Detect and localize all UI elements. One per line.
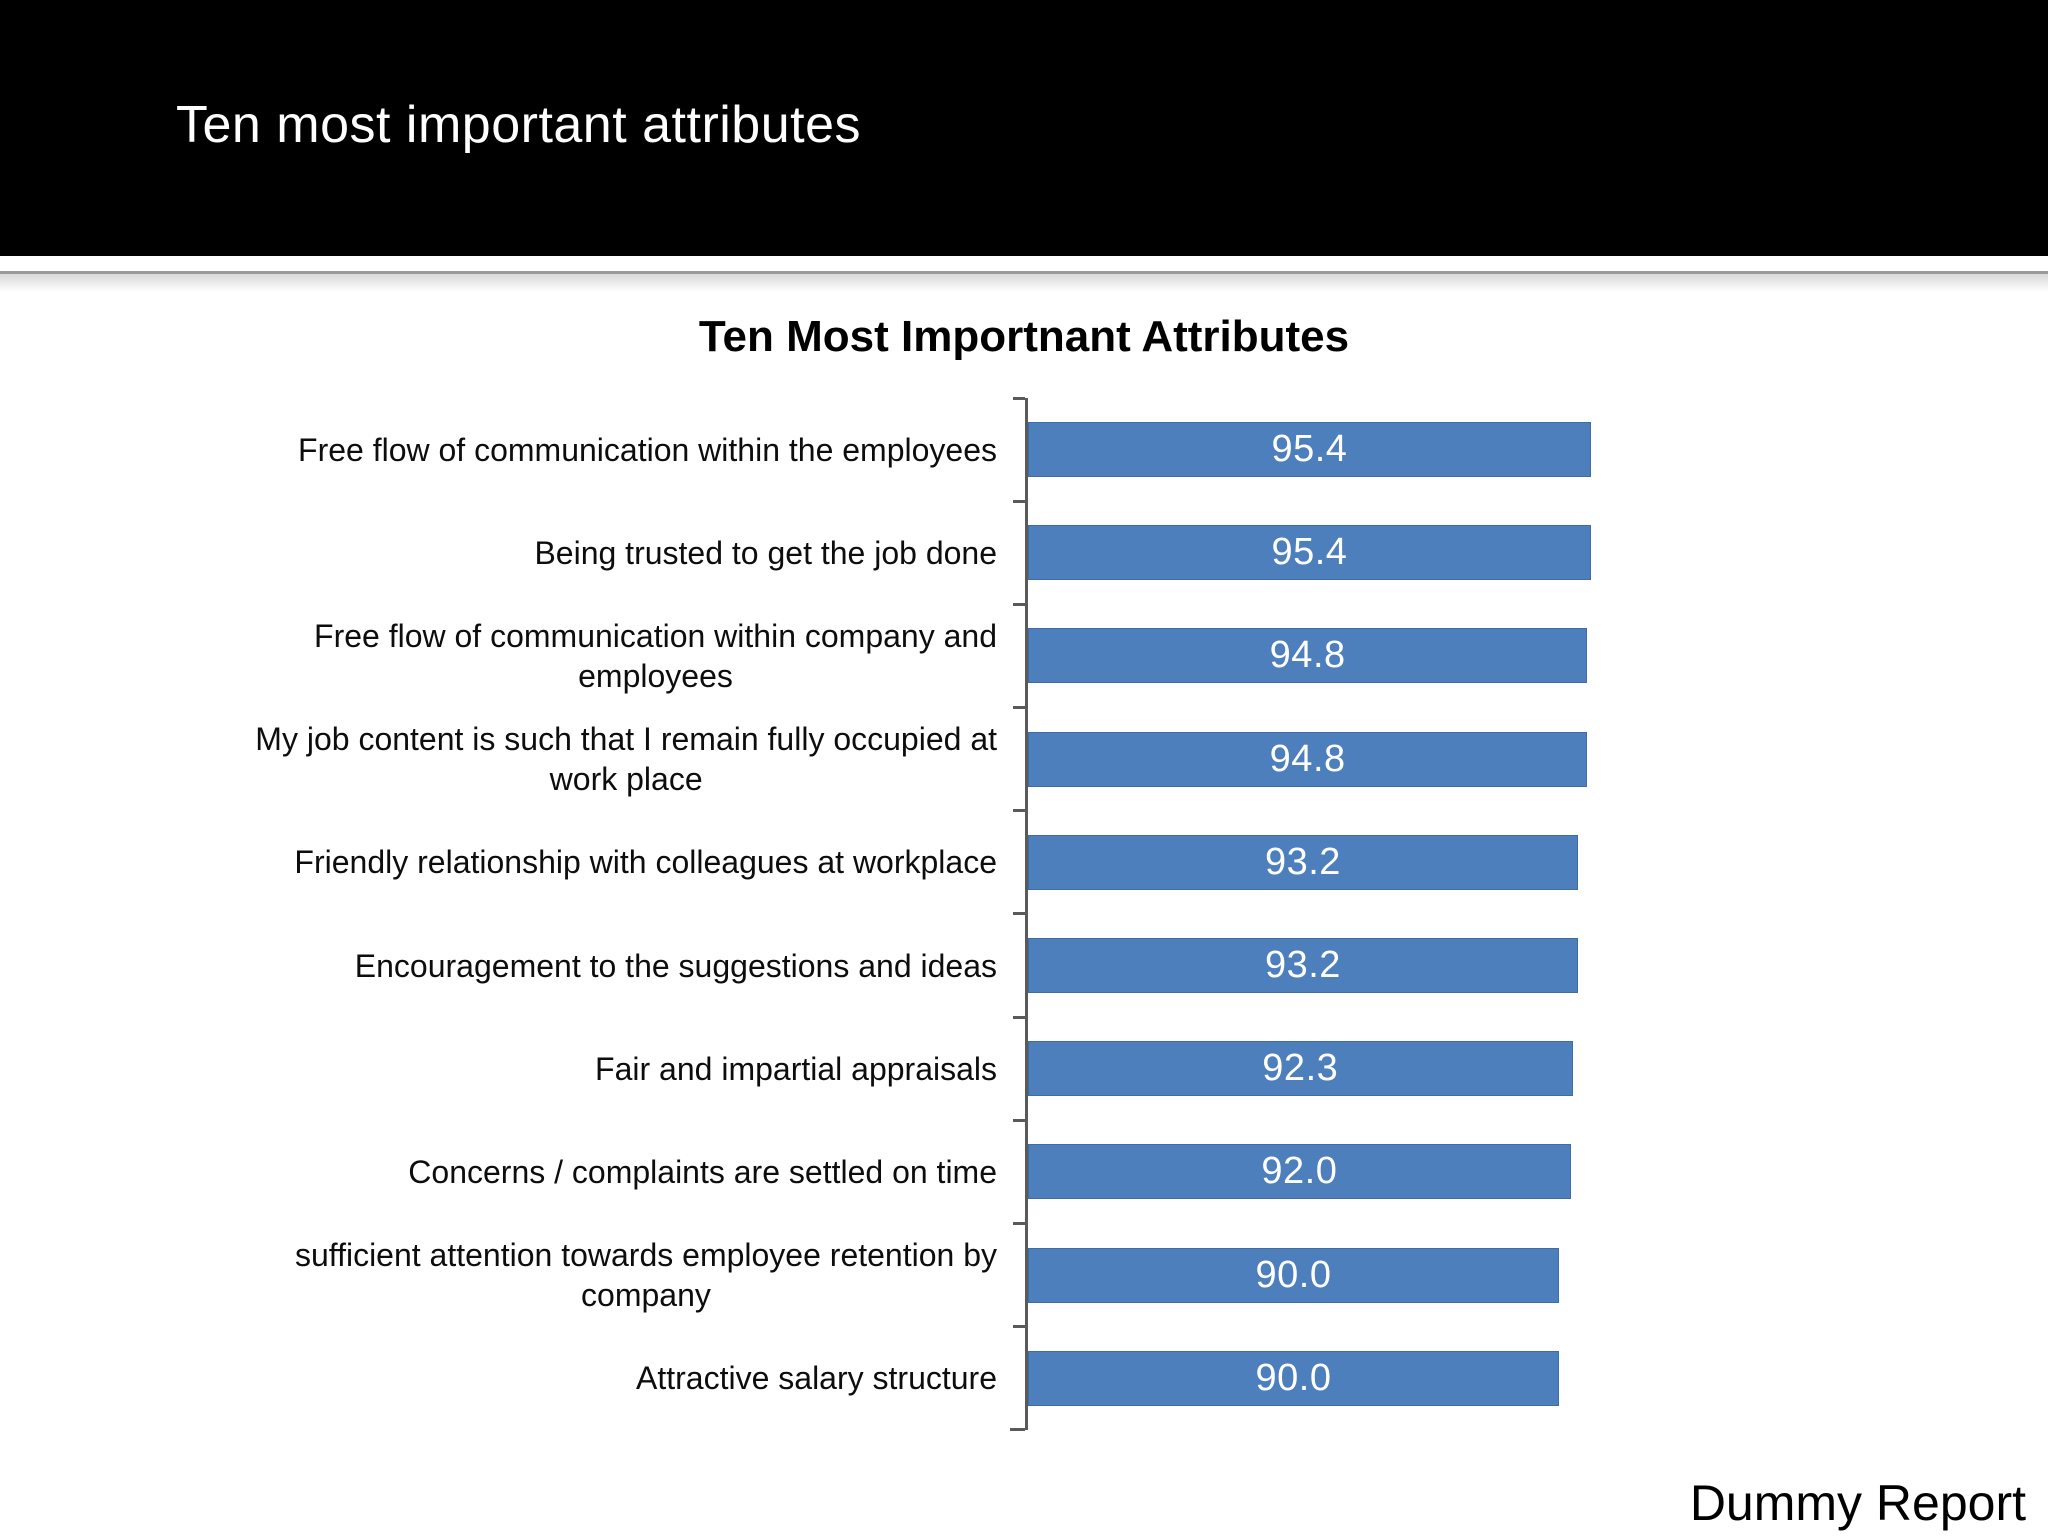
- chart-plot-area: Free flow of communication within the em…: [120, 396, 1620, 1432]
- chart-row: Attractive salary structure 90.0: [120, 1325, 1620, 1430]
- value-label: 90.0: [1255, 1253, 1332, 1296]
- category-label-cell: Attractive salary structure: [120, 1327, 1025, 1430]
- bar: 92.3: [1028, 1041, 1573, 1097]
- header-separator-band: [0, 256, 2048, 271]
- axis-and-bar-cell: 92.3: [1013, 1015, 1618, 1121]
- axis-and-bar-cell: 90.0: [1013, 1325, 1618, 1430]
- category-label-cell: Free flow of communication within the em…: [120, 398, 1025, 501]
- header-separator-line: [0, 271, 2048, 274]
- chart-row: Being trusted to get the job done 95.4: [120, 499, 1620, 605]
- category-label-cell: Concerns / complaints are settled on tim…: [120, 1120, 1025, 1223]
- category-label-cell: Being trusted to get the job done: [120, 501, 1025, 604]
- category-label: Concerns / complaints are settled on tim…: [408, 1153, 997, 1190]
- value-label: 95.4: [1271, 428, 1348, 471]
- chart-row: sufficient attention towards employee re…: [120, 1221, 1620, 1327]
- chart-row: My job content is such that I remain ful…: [120, 706, 1620, 811]
- value-label: 93.2: [1264, 944, 1341, 987]
- axis-and-bar-cell: 93.2: [1013, 809, 1618, 914]
- value-label: 93.2: [1264, 840, 1341, 883]
- axis-and-bar-cell: 92.0: [1013, 1118, 1618, 1224]
- category-label-cell: Fair and impartial appraisals: [120, 1017, 1025, 1120]
- axis-and-bar-cell: 90.0: [1013, 1221, 1618, 1327]
- bar: 93.2: [1028, 938, 1578, 994]
- bar: 94.8: [1028, 731, 1588, 787]
- category-label-cell: My job content is such that I remain ful…: [120, 708, 1025, 811]
- axis-and-bar-cell: 93.2: [1013, 912, 1618, 1018]
- chart-row: Friendly relationship with colleagues at…: [120, 809, 1620, 914]
- value-label: 92.3: [1262, 1047, 1339, 1090]
- value-label: 92.0: [1261, 1150, 1338, 1193]
- category-label-cell: Free flow of communication within compan…: [120, 604, 1025, 707]
- slide-header: Ten most important attributes: [0, 0, 2048, 256]
- category-label-cell: sufficient attention towards employee re…: [120, 1224, 1025, 1327]
- category-label: Free flow of communication within compan…: [314, 617, 997, 694]
- bar: 92.0: [1028, 1144, 1571, 1200]
- category-label: Attractive salary structure: [636, 1360, 997, 1397]
- category-label: Free flow of communication within the em…: [298, 431, 997, 468]
- bar: 90.0: [1028, 1247, 1559, 1303]
- bar: 95.4: [1028, 525, 1591, 581]
- slide-title: Ten most important attributes: [176, 96, 862, 154]
- chart-title: Ten Most Importnant Attributes: [698, 312, 1350, 361]
- chart-row: Concerns / complaints are settled on tim…: [120, 1118, 1620, 1224]
- category-label: Encouragement to the suggestions and ide…: [354, 947, 997, 984]
- category-label-cell: Friendly relationship with colleagues at…: [120, 811, 1025, 914]
- chart-row: Fair and impartial appraisals 92.3: [120, 1015, 1620, 1121]
- bar: 93.2: [1028, 834, 1578, 890]
- bar: 90.0: [1028, 1350, 1559, 1406]
- category-label: Being trusted to get the job done: [534, 534, 997, 571]
- chart-row: Free flow of communication within the em…: [120, 396, 1620, 502]
- bar: 94.8: [1028, 628, 1588, 684]
- category-label-cell: Encouragement to the suggestions and ide…: [120, 914, 1025, 1017]
- value-label: 94.8: [1269, 737, 1346, 780]
- chart-row: Free flow of communication within compan…: [120, 602, 1620, 708]
- value-label: 90.0: [1255, 1356, 1332, 1399]
- value-label: 94.8: [1269, 634, 1346, 677]
- axis-and-bar-cell: 94.8: [1013, 706, 1618, 811]
- chart-row: Encouragement to the suggestions and ide…: [120, 912, 1620, 1018]
- value-label: 95.4: [1271, 531, 1348, 574]
- axis-and-bar-cell: 94.8: [1013, 602, 1618, 708]
- category-label: Friendly relationship with colleagues at…: [294, 844, 997, 881]
- category-label: Fair and impartial appraisals: [595, 1050, 997, 1087]
- footer-label: Dummy Report: [1689, 1475, 2026, 1531]
- bar: 95.4: [1028, 422, 1591, 478]
- axis-and-bar-cell: 95.4: [1013, 499, 1618, 605]
- category-label: sufficient attention towards employee re…: [294, 1237, 997, 1314]
- header-separator-shadow: [0, 274, 2048, 292]
- category-label: My job content is such that I remain ful…: [255, 721, 997, 798]
- axis-and-bar-cell: 95.4: [1013, 396, 1618, 502]
